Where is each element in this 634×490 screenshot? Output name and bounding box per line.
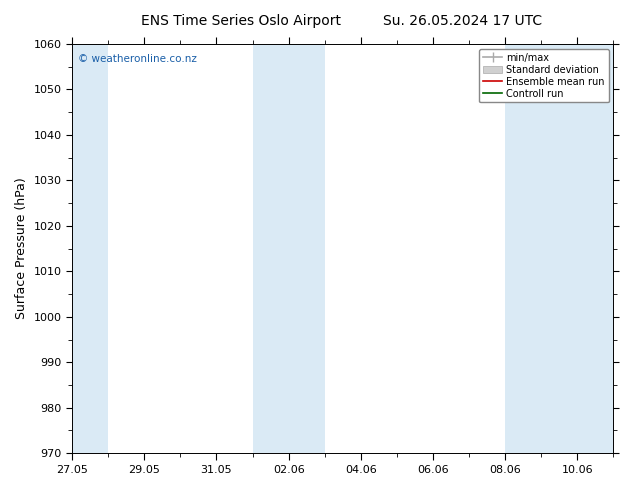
Text: ENS Time Series Oslo Airport: ENS Time Series Oslo Airport bbox=[141, 14, 341, 28]
Text: © weatheronline.co.nz: © weatheronline.co.nz bbox=[77, 54, 197, 64]
Bar bbox=[72, 44, 108, 453]
Y-axis label: Surface Pressure (hPa): Surface Pressure (hPa) bbox=[15, 178, 28, 319]
Bar bbox=[505, 44, 614, 453]
Legend: min/max, Standard deviation, Ensemble mean run, Controll run: min/max, Standard deviation, Ensemble me… bbox=[479, 49, 609, 102]
Bar bbox=[252, 44, 325, 453]
Text: Su. 26.05.2024 17 UTC: Su. 26.05.2024 17 UTC bbox=[384, 14, 542, 28]
